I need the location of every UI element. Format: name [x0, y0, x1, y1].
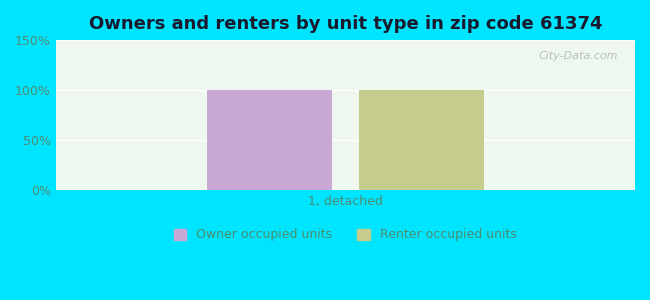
Bar [359, 90, 484, 190]
Title: Owners and renters by unit type in zip code 61374: Owners and renters by unit type in zip c… [88, 15, 602, 33]
Legend: Owner occupied units, Renter occupied units: Owner occupied units, Renter occupied un… [169, 224, 522, 246]
Text: City-Data.com: City-Data.com [538, 51, 617, 61]
Bar [207, 90, 332, 190]
